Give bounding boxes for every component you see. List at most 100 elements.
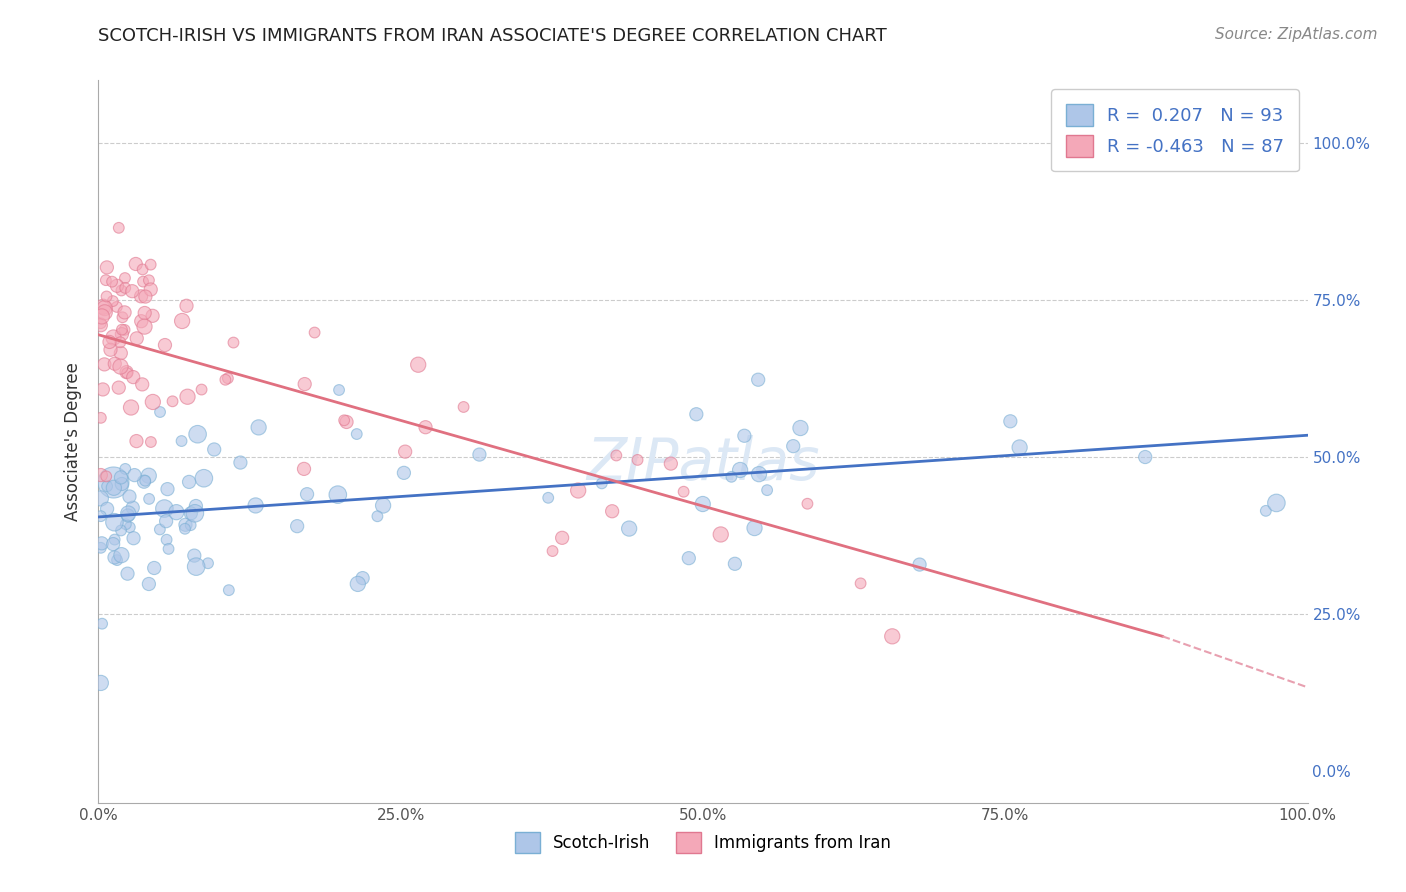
Point: [193, 471, 215, 485]
Point: [115, 365, 138, 379]
Point: [91, 383, 114, 397]
Point: [333, 413, 356, 427]
Point: [190, 383, 212, 397]
Point: [110, 284, 132, 298]
Point: [96, 260, 118, 275]
Point: [131, 377, 153, 392]
Point: [90, 468, 112, 483]
Point: [371, 499, 394, 513]
Point: [849, 576, 872, 591]
Point: [789, 421, 811, 435]
Point: [125, 257, 148, 271]
Point: [90, 318, 112, 333]
Point: [591, 476, 613, 491]
Point: [98, 334, 121, 349]
Point: [110, 359, 132, 374]
Point: [138, 577, 160, 591]
Point: [392, 466, 415, 480]
Point: [134, 289, 156, 303]
Point: [748, 467, 770, 482]
Point: [626, 453, 648, 467]
Point: [245, 499, 267, 513]
Point: [453, 400, 475, 414]
Point: [111, 323, 134, 337]
Point: [91, 616, 114, 631]
Point: [96, 501, 118, 516]
Point: [101, 475, 124, 490]
Text: SCOTCH-IRISH VS IMMIGRANTS FROM IRAN ASSOCIATE'S DEGREE CORRELATION CHART: SCOTCH-IRISH VS IMMIGRANTS FROM IRAN ASS…: [98, 27, 887, 45]
Point: [352, 571, 374, 585]
Point: [174, 522, 197, 536]
Point: [143, 561, 166, 575]
Point: [366, 509, 388, 524]
Point: [125, 434, 148, 448]
Point: [180, 518, 202, 533]
Point: [202, 442, 225, 457]
Point: [93, 301, 115, 315]
Point: [728, 463, 751, 477]
Point: [1265, 496, 1288, 510]
Point: [90, 410, 112, 425]
Point: [121, 500, 143, 515]
Point: [157, 541, 180, 556]
Point: [295, 487, 318, 501]
Point: [155, 514, 177, 528]
Point: [605, 449, 627, 463]
Point: [747, 373, 769, 387]
Point: [96, 289, 118, 303]
Point: [110, 470, 132, 484]
Point: [567, 483, 589, 498]
Point: [110, 335, 132, 350]
Point: [183, 549, 205, 563]
Point: [174, 517, 197, 532]
Point: [335, 415, 357, 429]
Text: ZIPatlas: ZIPatlas: [586, 434, 820, 491]
Point: [134, 474, 156, 488]
Point: [328, 383, 350, 397]
Point: [129, 289, 152, 303]
Point: [678, 551, 700, 566]
Point: [122, 370, 145, 384]
Point: [132, 475, 155, 489]
Point: [908, 558, 931, 572]
Point: [117, 566, 139, 581]
Point: [100, 343, 122, 357]
Point: [394, 444, 416, 458]
Point: [90, 316, 112, 330]
Point: [346, 427, 368, 442]
Point: [710, 527, 733, 541]
Point: [692, 497, 714, 511]
Point: [415, 420, 437, 434]
Point: [114, 281, 136, 295]
Point: [114, 323, 136, 337]
Point: [186, 559, 208, 574]
Point: [214, 373, 236, 387]
Point: [292, 462, 315, 476]
Point: [138, 491, 160, 506]
Point: [149, 523, 172, 537]
Point: [111, 477, 134, 491]
Point: [117, 507, 139, 521]
Point: [90, 541, 112, 555]
Point: [107, 220, 129, 235]
Point: [93, 305, 115, 319]
Point: [672, 484, 695, 499]
Point: [733, 429, 755, 443]
Point: [107, 381, 129, 395]
Point: [90, 536, 112, 550]
Point: [96, 469, 118, 483]
Point: [115, 517, 138, 532]
Point: [117, 508, 139, 523]
Point: [229, 456, 252, 470]
Point: [120, 401, 142, 415]
Point: [162, 394, 184, 409]
Point: [1000, 414, 1022, 428]
Point: [93, 358, 115, 372]
Point: [882, 629, 904, 643]
Point: [153, 338, 176, 352]
Point: [142, 309, 165, 323]
Point: [180, 507, 202, 521]
Point: [720, 470, 742, 484]
Point: [110, 346, 132, 360]
Point: [125, 331, 148, 345]
